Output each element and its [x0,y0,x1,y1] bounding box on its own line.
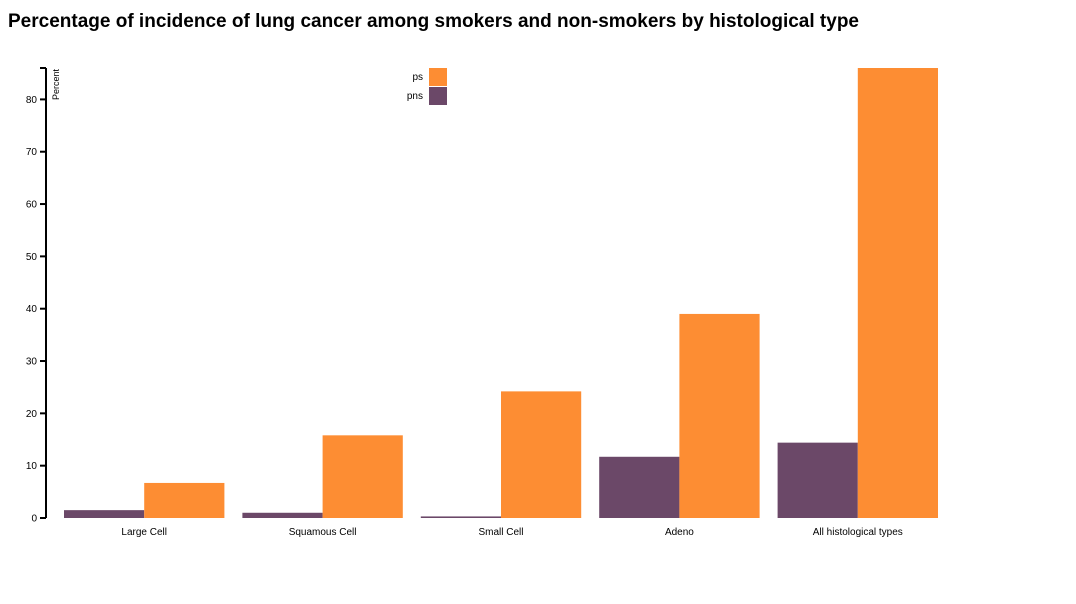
bar-ps [144,482,225,518]
y-tick: 80 [26,95,46,106]
x-tick-label: Squamous Cell [289,527,357,538]
bar-pns [64,510,145,518]
x-tick-label: All histological types [813,527,903,538]
legend-item-pns: pns [407,87,447,105]
legend-label: ps [412,72,423,83]
y-tick: 50 [26,252,46,263]
legend: ps pns [407,68,447,105]
bar-pns [599,456,680,518]
y-tick: 20 [26,409,46,420]
bars [64,68,938,518]
y-tick-label: 0 [31,514,37,525]
x-tick-label: Small Cell [478,527,523,538]
y-tick-label: 30 [26,357,38,368]
bar-pns [777,442,858,518]
y-tick-label: 80 [26,95,38,106]
y-tick-label: 40 [26,304,38,315]
y-axis-label: Percent [51,69,61,101]
y-tick-label: 70 [26,147,38,158]
y-tick: 10 [26,461,46,472]
y-tick: 40 [26,304,46,315]
y-tick: 0 [31,514,46,525]
bar-pns [242,512,323,518]
y-axis: 0 10 20 30 40 50 60 70 80 Percent [26,67,61,525]
legend-swatch [429,87,447,105]
y-tick-label: 50 [26,252,38,263]
bar-ps [501,391,582,518]
x-axis: Large Cell Squamous Cell Small Cell Adeno Al… [121,527,902,538]
y-tick-label: 60 [26,200,38,211]
y-tick-label: 10 [26,461,38,472]
bar-ps [857,68,938,518]
bar-ps [679,313,760,518]
bar-pns [420,516,501,518]
x-tick-label: Large Cell [121,527,167,538]
y-tick: 70 [26,147,46,158]
legend-label: pns [407,91,423,102]
legend-item-ps: ps [412,68,447,86]
bar-ps [322,435,403,518]
legend-swatch [429,68,447,86]
x-tick-label: Adeno [665,527,694,538]
y-tick: 60 [26,200,46,211]
y-tick: 30 [26,357,46,368]
chart-title: Percentage of incidence of lung cancer a… [8,11,859,32]
y-tick-label: 20 [26,409,38,420]
